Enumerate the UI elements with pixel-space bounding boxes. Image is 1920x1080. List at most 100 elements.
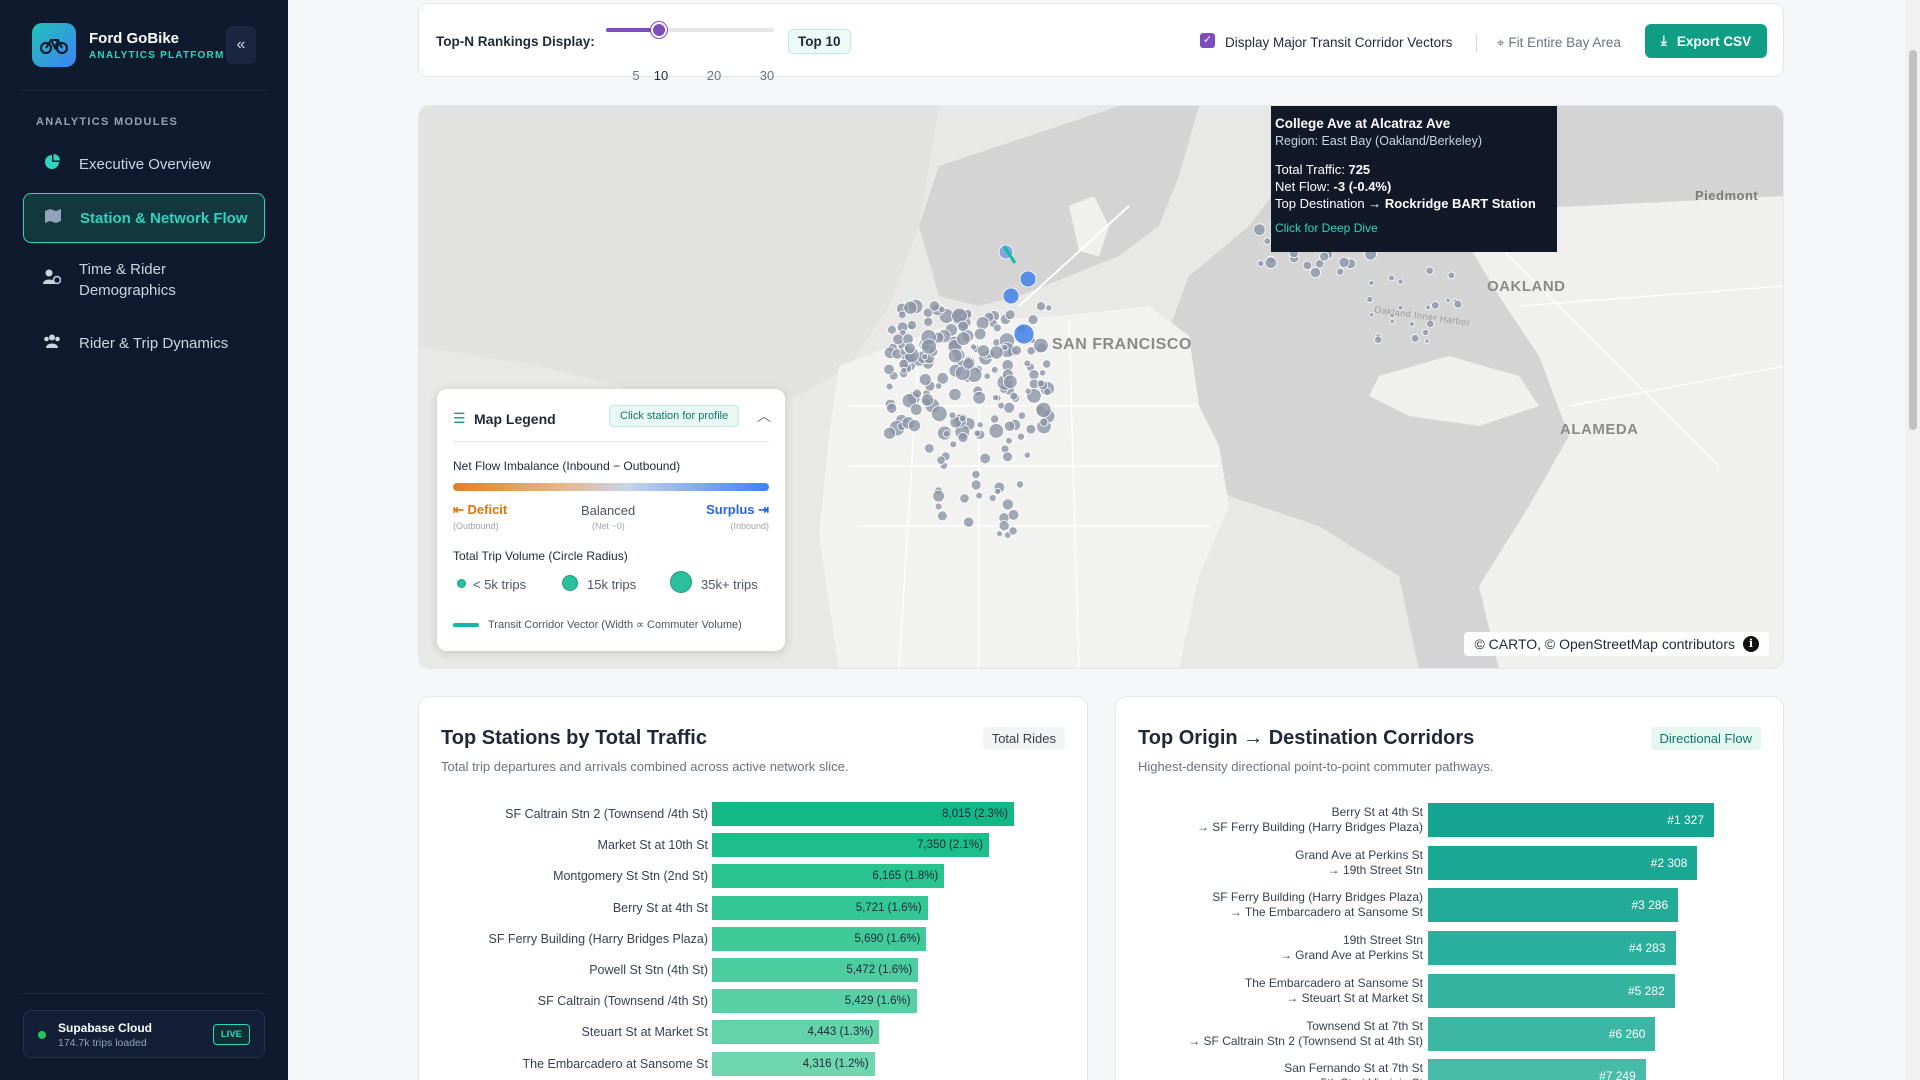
station-marker[interactable] <box>1314 259 1325 269</box>
station-marker[interactable] <box>975 316 990 331</box>
scroll-thumb[interactable] <box>1909 50 1917 430</box>
station-marker[interactable] <box>892 333 904 346</box>
station-marker[interactable] <box>920 393 934 407</box>
station-marker[interactable] <box>1421 328 1430 337</box>
station-marker[interactable] <box>932 489 945 503</box>
station-marker[interactable] <box>1447 271 1456 280</box>
station-marker[interactable] <box>970 479 982 491</box>
sidebar-item-station-network-flow[interactable]: Station & Network Flow <box>23 193 265 243</box>
corridor-bar[interactable] <box>1428 931 1676 966</box>
station-marker[interactable] <box>920 338 937 355</box>
station-marker[interactable] <box>1003 401 1016 414</box>
station-marker[interactable] <box>956 331 971 346</box>
station-marker[interactable] <box>1002 287 1020 305</box>
slider-thumb[interactable] <box>651 22 667 38</box>
station-marker[interactable] <box>1036 301 1046 312</box>
station-marker[interactable] <box>992 394 999 402</box>
station-marker[interactable] <box>998 520 1010 532</box>
station-marker[interactable] <box>976 421 984 429</box>
station-bar[interactable] <box>712 989 917 1014</box>
corridor-bar[interactable] <box>1428 845 1698 880</box>
station-marker[interactable] <box>1036 379 1045 388</box>
station-marker[interactable] <box>928 300 941 312</box>
station-marker[interactable] <box>885 382 894 391</box>
station-marker[interactable] <box>963 516 975 528</box>
station-marker[interactable] <box>1319 251 1330 262</box>
sidebar-item-executive-overview[interactable]: Executive Overview <box>23 145 265 183</box>
station-marker[interactable] <box>936 372 949 385</box>
station-marker[interactable] <box>900 366 908 374</box>
station-marker[interactable] <box>973 429 982 438</box>
station-marker[interactable] <box>1045 304 1053 312</box>
station-marker[interactable] <box>1024 387 1032 395</box>
station-marker[interactable] <box>957 320 969 333</box>
station-marker[interactable] <box>936 510 948 522</box>
station-marker[interactable] <box>897 310 907 320</box>
station-marker[interactable] <box>936 455 946 465</box>
station-marker[interactable] <box>989 345 1004 360</box>
station-marker[interactable] <box>1397 304 1404 311</box>
station-marker[interactable] <box>1374 335 1383 344</box>
chevron-up-icon[interactable]: ︿ <box>757 408 771 424</box>
station-marker[interactable] <box>959 493 970 504</box>
station-marker[interactable] <box>1028 369 1040 381</box>
station-marker[interactable] <box>1408 321 1415 327</box>
station-marker[interactable] <box>996 530 1003 538</box>
station-bar[interactable] <box>712 1020 880 1045</box>
station-marker[interactable] <box>1424 338 1430 344</box>
station-marker[interactable] <box>949 440 958 449</box>
station-bar[interactable] <box>712 833 989 858</box>
station-marker[interactable] <box>1033 337 1049 354</box>
station-marker[interactable] <box>975 491 983 500</box>
station-marker[interactable] <box>923 316 934 327</box>
station-marker[interactable] <box>1425 319 1435 329</box>
station-marker[interactable] <box>924 443 935 454</box>
station-marker[interactable] <box>912 388 922 399</box>
station-marker[interactable] <box>1263 237 1271 245</box>
station-marker[interactable] <box>886 402 898 414</box>
station-marker[interactable] <box>992 323 1002 333</box>
station-marker[interactable] <box>1043 387 1052 396</box>
station-marker[interactable] <box>887 324 897 335</box>
station-marker[interactable] <box>958 414 967 423</box>
station-marker[interactable] <box>948 387 962 402</box>
attribution-text[interactable]: © CARTO, © OpenStreetMap contributors <box>1474 636 1735 652</box>
station-marker[interactable] <box>969 343 977 351</box>
station-marker[interactable] <box>1425 304 1431 311</box>
station-marker[interactable] <box>979 452 991 465</box>
station-marker[interactable] <box>1389 318 1395 324</box>
station-marker[interactable] <box>972 390 987 405</box>
station-marker[interactable] <box>1003 374 1018 390</box>
station-marker[interactable] <box>1017 411 1027 420</box>
station-marker[interactable] <box>1389 312 1395 319</box>
station-marker[interactable] <box>962 357 975 370</box>
station-marker[interactable] <box>1025 423 1037 435</box>
station-marker[interactable] <box>1035 401 1052 418</box>
station-marker[interactable] <box>1002 451 1013 463</box>
corridor-label[interactable]: Display Major Transit Corridor Vectors <box>1225 35 1453 50</box>
corridor-bar[interactable] <box>1428 803 1714 837</box>
station-marker[interactable] <box>1008 526 1018 536</box>
station-bar[interactable] <box>712 1051 875 1076</box>
station-marker[interactable] <box>1038 369 1047 377</box>
station-marker[interactable] <box>1397 278 1404 285</box>
station-marker[interactable] <box>1430 301 1440 310</box>
station-marker[interactable] <box>1042 359 1052 369</box>
station-marker[interactable] <box>990 366 999 374</box>
station-marker[interactable] <box>1013 323 1035 345</box>
station-marker[interactable] <box>997 401 1005 410</box>
station-marker[interactable] <box>957 432 969 443</box>
sidebar-item-time-rider-demographics[interactable]: Time & Rider Demographics <box>23 258 265 302</box>
station-marker[interactable] <box>983 372 991 380</box>
station-marker[interactable] <box>1001 344 1009 352</box>
station-marker[interactable] <box>1009 391 1019 401</box>
station-marker[interactable] <box>934 382 943 390</box>
station-marker[interactable] <box>948 411 957 420</box>
station-marker[interactable] <box>990 414 1000 424</box>
station-marker[interactable] <box>931 405 948 423</box>
station-marker[interactable] <box>947 348 963 364</box>
station-marker[interactable] <box>1388 274 1395 282</box>
station-marker[interactable] <box>918 373 932 386</box>
station-marker[interactable] <box>1023 359 1032 368</box>
station-marker[interactable] <box>903 342 916 355</box>
